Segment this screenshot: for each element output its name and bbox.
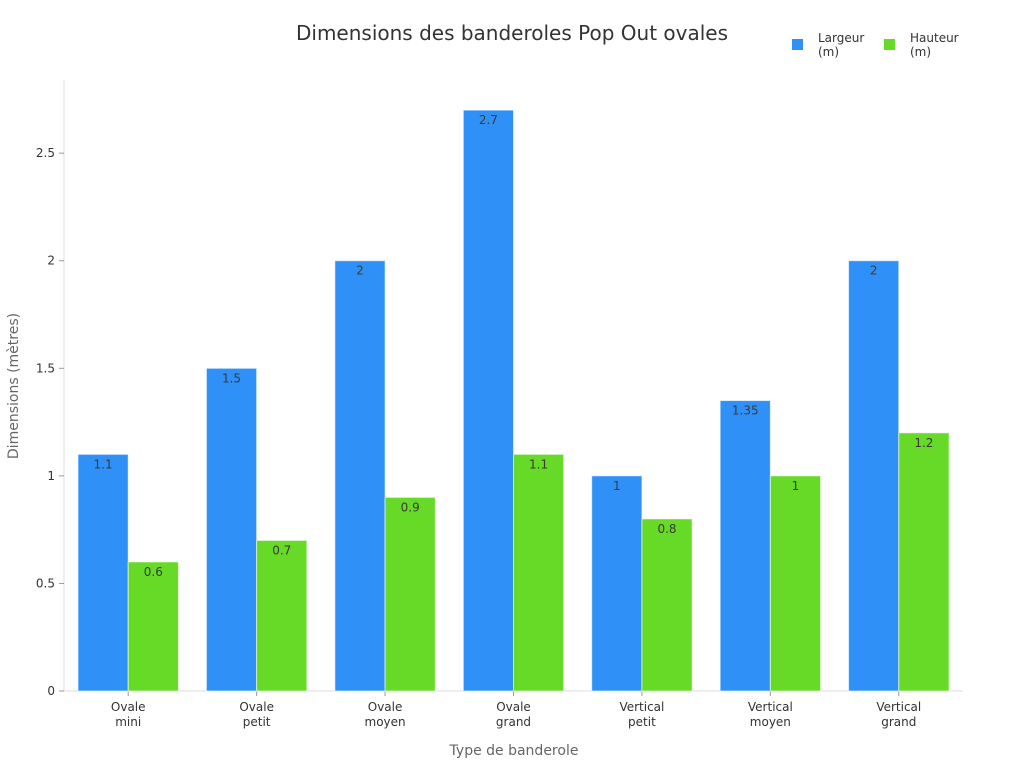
bar-hauteur <box>898 432 950 692</box>
data-label: 0.7 <box>272 543 291 557</box>
bar-largeur <box>77 453 129 692</box>
bar-hauteur <box>127 561 179 692</box>
data-label: 0.9 <box>401 500 420 514</box>
bars: 1.1 0.6 1.5 0.7 2 0.9 2.7 1.1 1 0.8 1.35 1 2 1.2 <box>77 109 950 692</box>
x-tick-label: Ovale petit <box>239 700 274 729</box>
legend: Largeur (m) Hauteur (m) <box>792 31 959 59</box>
y-tick-label: 1 <box>47 469 55 483</box>
chart-title: Dimensions des banderoles Pop Out ovales <box>296 21 728 45</box>
x-tick-label: Vertical grand <box>876 700 921 729</box>
y-tick-label: 1.5 <box>36 361 55 375</box>
legend-swatch <box>792 39 803 50</box>
data-label: 1.35 <box>732 404 759 418</box>
legend-item-largeur: Largeur (m) <box>792 31 864 59</box>
bar-hauteur <box>641 518 693 692</box>
legend-swatch <box>884 39 895 50</box>
bar-largeur <box>848 260 900 692</box>
bar-hauteur <box>256 539 308 692</box>
bar-largeur <box>462 109 514 692</box>
x-tick-label: Ovale grand <box>496 700 531 729</box>
data-label: 1 <box>792 479 800 493</box>
data-label: 2 <box>870 264 878 278</box>
legend-label: Hauteur (m) <box>910 31 959 59</box>
y-axis-label: Dimensions (mètres) <box>6 313 22 459</box>
data-label: 2 <box>356 264 364 278</box>
bar-largeur <box>719 400 771 692</box>
y-tick-label: 0 <box>47 684 55 698</box>
bar-largeur <box>205 367 258 692</box>
y-tick-label: 2 <box>47 254 55 268</box>
x-tick-label: Vertical petit <box>619 700 664 729</box>
legend-label: Largeur (m) <box>818 31 864 59</box>
x-tick-label: Ovale mini <box>111 700 146 729</box>
bar-hauteur <box>769 475 822 692</box>
bar-largeur <box>334 260 386 692</box>
x-tick-label: Vertical moyen <box>748 700 793 729</box>
bar-hauteur <box>384 496 436 692</box>
data-label: 1.1 <box>529 457 548 471</box>
legend-item-hauteur: Hauteur (m) <box>884 31 959 59</box>
data-label: 1 <box>613 479 621 493</box>
data-label: 1.5 <box>222 371 241 385</box>
axes: 0 0.5 1 1.5 2 2.5 Ovale mini Ovale petit Ovale moye… <box>36 80 963 729</box>
x-axis-label: Type de banderole <box>449 743 579 759</box>
bar-hauteur <box>513 453 565 692</box>
data-label: 2.7 <box>479 113 498 127</box>
data-label: 0.6 <box>144 565 163 579</box>
data-label: 0.8 <box>657 522 676 536</box>
bar-largeur <box>591 475 643 692</box>
x-tick-label: Ovale moyen <box>365 700 406 729</box>
y-tick-label: 2.5 <box>36 146 55 160</box>
data-label: 1.1 <box>94 457 113 471</box>
data-label: 1.2 <box>914 436 933 450</box>
y-tick-label: 0.5 <box>36 576 55 590</box>
